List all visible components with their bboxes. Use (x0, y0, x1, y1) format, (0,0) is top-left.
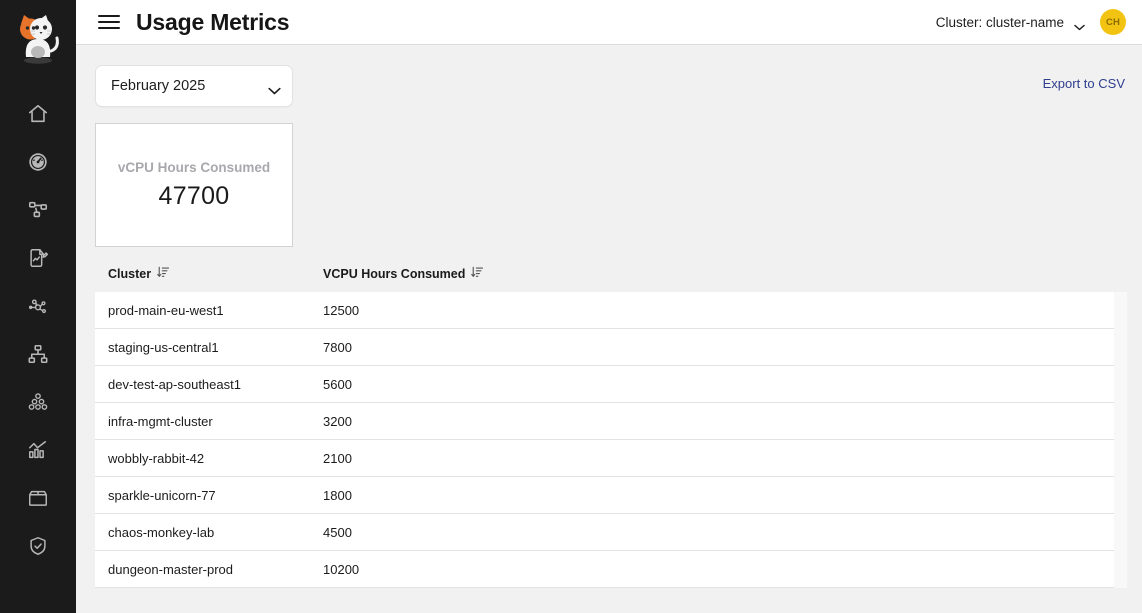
main-area: Usage Metrics Cluster: cluster-name CH (76, 0, 1142, 613)
metric-card-value: 47700 (158, 181, 230, 210)
hamburger-line (98, 15, 120, 17)
sidebar-item-packages[interactable] (0, 474, 76, 522)
cell-vcpu-hours: 7800 (323, 339, 352, 355)
cluster-selector-label: Cluster: cluster-name (935, 14, 1064, 30)
cell-cluster: wobbly-rabbit-42 (108, 450, 205, 466)
home-icon (27, 103, 49, 125)
month-picker-value: February 2025 (111, 78, 206, 94)
table-header-cluster-label: Cluster (108, 266, 152, 281)
chevron-down-icon (1074, 19, 1085, 31)
cat-logo[interactable] (0, 0, 76, 76)
sidebar-item-network[interactable] (0, 330, 76, 378)
cell-cluster: dungeon-master-prod (108, 561, 234, 577)
hamburger-line (98, 21, 120, 23)
cell-vcpu-hours: 4500 (323, 524, 352, 540)
cell-vcpu-hours: 12500 (323, 302, 360, 318)
avatar[interactable]: CH (1100, 9, 1126, 35)
sidebar-nav (0, 90, 76, 570)
cell-cluster: prod-main-eu-west1 (108, 302, 224, 318)
file-edit-icon (27, 247, 49, 269)
table-row[interactable]: infra-mgmt-cluster 3200 (95, 403, 1114, 440)
hamburger-line (98, 27, 120, 29)
hamburger-icon[interactable] (98, 11, 120, 33)
sidebar-item-clusters[interactable] (0, 282, 76, 330)
cell-vcpu-hours: 5600 (323, 376, 352, 392)
table-row[interactable]: sparkle-unicorn-77 1800 (95, 477, 1114, 514)
sort-descending-icon (157, 266, 170, 281)
sidebar-item-metrics[interactable] (0, 426, 76, 474)
box-icon (27, 487, 49, 509)
month-picker[interactable]: February 2025 (95, 65, 293, 107)
metric-card-vcpu-hours: vCPU Hours Consumed 47700 (95, 123, 293, 247)
metric-card-label: vCPU Hours Consumed (117, 159, 271, 175)
table-header-cluster[interactable]: Cluster (108, 266, 323, 281)
cell-vcpu-hours: 3200 (323, 413, 352, 429)
sidebar-item-topology[interactable] (0, 186, 76, 234)
sidebar-item-dashboard[interactable] (0, 138, 76, 186)
layers-icon (27, 391, 49, 413)
cell-vcpu-hours: 1800 (323, 487, 352, 503)
table-vertical-scrollbar[interactable] (1114, 292, 1127, 588)
table-row[interactable]: dungeon-master-prod 10200 (95, 551, 1114, 588)
page-title: Usage Metrics (136, 8, 290, 35)
cell-vcpu-hours: 2100 (323, 450, 352, 466)
sidebar-item-home[interactable] (0, 90, 76, 138)
table-row[interactable]: prod-main-eu-west1 12500 (95, 292, 1114, 329)
cluster-selector[interactable]: Cluster: cluster-name (935, 14, 1085, 31)
sidebar-item-workloads[interactable] (0, 378, 76, 426)
cell-cluster: sparkle-unicorn-77 (108, 487, 216, 503)
cell-cluster: infra-mgmt-cluster (108, 413, 213, 429)
chevron-down-icon (268, 83, 281, 95)
export-to-csv-link[interactable]: Export to CSV (1042, 76, 1125, 91)
controls-row: February 2025 Export to CSV (95, 65, 1126, 107)
table-header-vcpu-hours[interactable]: VCPU Hours Consumed (323, 266, 1126, 281)
table-row[interactable]: chaos-monkey-lab 4500 (95, 514, 1114, 551)
cell-cluster: chaos-monkey-lab (108, 524, 215, 540)
table-body: prod-main-eu-west1 12500 staging-us-cent… (95, 292, 1127, 588)
table-header-row: Cluster VCPU Hours Consumed (95, 266, 1126, 292)
content-area: February 2025 Export to CSV vCPU Hours C… (76, 45, 1142, 613)
top-bar: Usage Metrics Cluster: cluster-name CH (76, 0, 1142, 45)
sort-descending-icon (471, 266, 484, 281)
table-header-vcpu-hours-label: VCPU Hours Consumed (323, 266, 466, 281)
bar-chart-icon (27, 439, 49, 461)
sidebar-item-reports[interactable] (0, 234, 76, 282)
cell-cluster: dev-test-ap-southeast1 (108, 376, 241, 392)
cell-vcpu-hours: 10200 (323, 561, 360, 577)
network-icon (27, 343, 49, 365)
sidebar (0, 0, 76, 613)
sitemap-icon (27, 199, 49, 221)
nodes-icon (27, 295, 49, 317)
top-bar-right: Cluster: cluster-name CH (936, 9, 1126, 35)
usage-table: Cluster VCPU Hours Consumed (95, 266, 1127, 588)
table-row[interactable]: wobbly-rabbit-42 2100 (95, 440, 1114, 477)
sidebar-item-security[interactable] (0, 522, 76, 570)
gauge-icon (27, 151, 49, 173)
table-row[interactable]: staging-us-central1 7800 (95, 329, 1114, 366)
table-row[interactable]: dev-test-ap-southeast1 5600 (95, 366, 1114, 403)
avatar-initials: CH (1105, 16, 1121, 28)
shield-check-icon (27, 535, 49, 557)
cell-cluster: staging-us-central1 (108, 339, 219, 355)
